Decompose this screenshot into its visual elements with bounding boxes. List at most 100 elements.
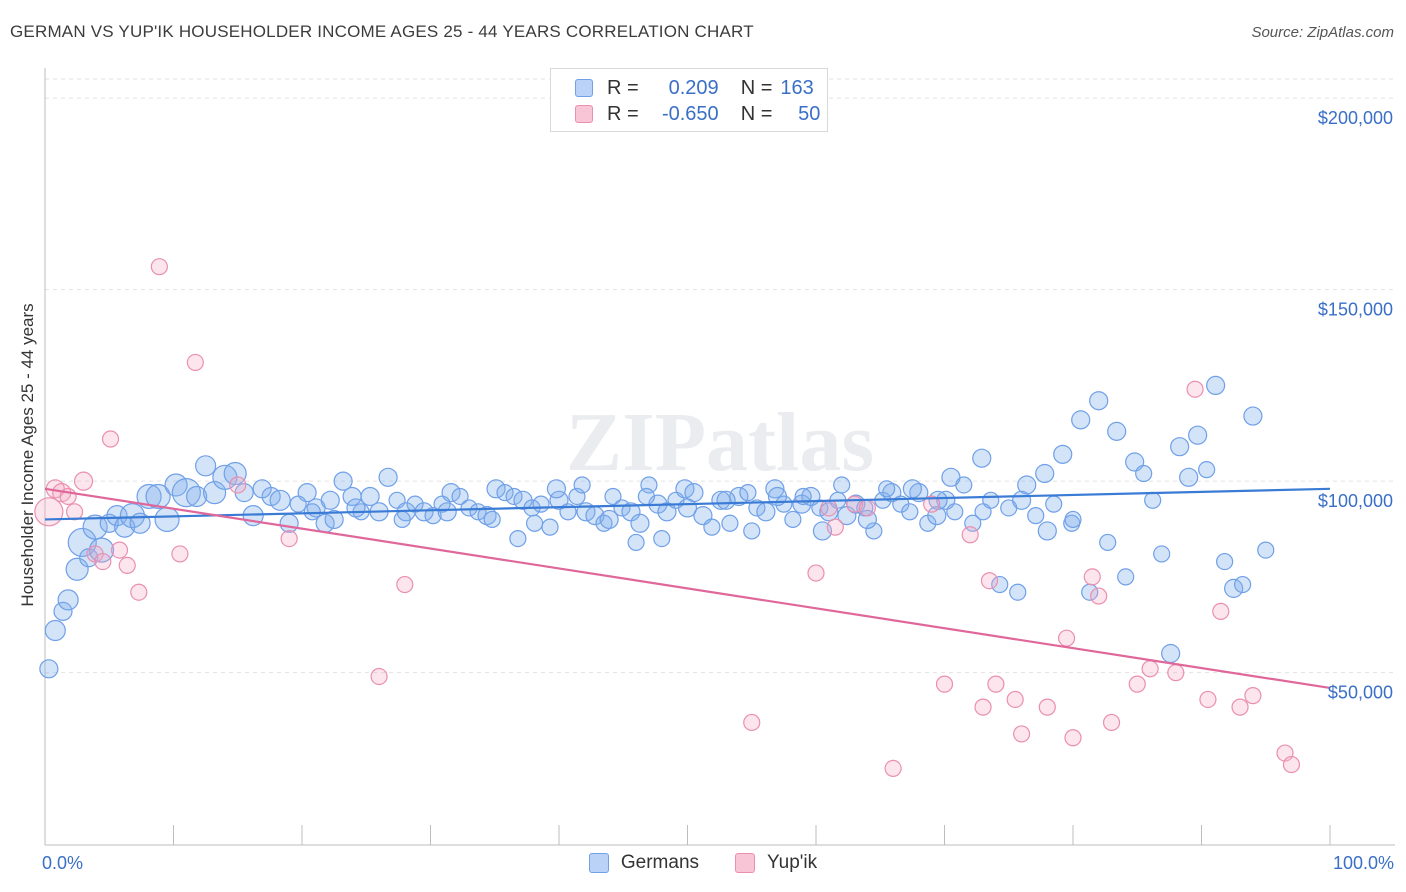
legend-n-value-yupik: 50 — [798, 102, 821, 125]
yupik-point — [884, 759, 902, 778]
germans-point — [716, 490, 736, 510]
legend-swatch-yupik — [575, 105, 593, 123]
chart-source: Source: ZipAtlas.com — [1251, 24, 1394, 41]
germans-point — [451, 487, 469, 506]
germans-point — [320, 490, 340, 510]
germans-point — [1243, 406, 1263, 426]
germans-point — [1053, 444, 1073, 464]
germans-series — [39, 375, 1275, 679]
germans-point — [743, 522, 761, 540]
germans-point — [1234, 575, 1252, 594]
germans-point — [972, 448, 992, 468]
axes — [44, 68, 1395, 846]
yupik-point — [1186, 380, 1204, 398]
germans-point — [927, 506, 947, 526]
yupik-point — [820, 499, 838, 517]
yupik-point — [370, 667, 388, 686]
bottom-legend-swatch-yupik — [735, 853, 756, 873]
germans-point — [223, 461, 247, 486]
germans-point — [532, 495, 550, 513]
trend-lines — [44, 487, 1331, 690]
yupik-point — [1057, 629, 1076, 647]
x-tick-max: 100.0% — [1332, 853, 1394, 873]
yupik-point — [743, 713, 761, 732]
germans-point — [269, 489, 291, 511]
germans-point — [775, 495, 793, 513]
germans-point — [346, 498, 366, 518]
yupik-point — [1128, 675, 1146, 693]
germans-point — [279, 513, 299, 533]
legend-row-yupik: R = -0.650 N = 50 — [575, 101, 820, 127]
germans-point — [1257, 541, 1275, 559]
yupik-point — [1102, 713, 1121, 732]
yupik-point — [807, 564, 825, 582]
yupik-point — [118, 556, 136, 575]
yupik-point — [961, 526, 979, 544]
germans-point — [1206, 375, 1226, 395]
bottom-legend-germans[interactable]: Germans — [588, 852, 699, 874]
germans-point — [1153, 545, 1171, 563]
germans-point — [599, 509, 619, 530]
yupik-point — [150, 258, 168, 276]
yupik-point — [980, 572, 999, 590]
germans-point — [1188, 425, 1208, 445]
germans-point — [1045, 495, 1063, 513]
yupik-point — [1006, 690, 1024, 709]
legend-n-label: N = — [740, 102, 773, 125]
germans-point — [203, 481, 227, 505]
germans-point — [765, 479, 785, 499]
germans-point — [1011, 490, 1032, 510]
germans-point — [483, 510, 501, 529]
grid-lines — [45, 78, 1395, 674]
yupik-point — [826, 518, 844, 536]
yupik-point — [935, 675, 954, 693]
yupik-point — [229, 476, 247, 494]
germans-point — [1009, 583, 1027, 601]
yupik-point — [396, 575, 414, 594]
germans-point — [974, 503, 992, 521]
y-tick-labels: $50,000 $100,000 $150,000 $200,000 — [1318, 108, 1393, 703]
germans-point — [756, 502, 776, 522]
bottom-legend-yupik[interactable]: Yup'ik — [735, 852, 817, 874]
germans-point — [460, 499, 478, 517]
yupik-point — [1012, 725, 1031, 743]
germans-point — [721, 514, 739, 532]
germans-point — [145, 483, 171, 510]
germans-point — [186, 485, 208, 508]
germans-trend-line — [44, 487, 1331, 521]
yupik-point — [1083, 568, 1101, 586]
germans-point — [1071, 410, 1091, 430]
germans-point — [1017, 475, 1037, 495]
germans-point — [739, 484, 757, 502]
yupik-point — [1064, 729, 1082, 747]
germans-point — [154, 506, 180, 533]
germans-point — [677, 498, 698, 518]
yupik-point — [130, 583, 148, 601]
germans-point — [324, 509, 344, 530]
watermark: ZIPatlas — [566, 396, 874, 489]
germans-point — [136, 483, 162, 510]
yupik-trend-line — [44, 487, 1331, 690]
germans-point — [901, 503, 919, 521]
germans-point — [627, 533, 645, 552]
legend-r-value-germans: 0.209 — [668, 76, 719, 99]
yupik-point — [186, 353, 204, 372]
germans-point — [486, 479, 506, 499]
germans-point — [1170, 437, 1190, 457]
yupik-point — [1199, 690, 1217, 709]
germans-point — [1089, 391, 1109, 411]
germans-point — [424, 507, 442, 525]
germans-point — [441, 483, 461, 503]
y-axis-label: Householder Income Ages 25 - 44 years — [18, 303, 37, 607]
germans-point — [1037, 521, 1057, 541]
yupik-point — [1212, 602, 1230, 620]
y-tick-label: $100,000 — [1318, 491, 1393, 511]
yupik-point — [101, 430, 120, 448]
germans-point — [1107, 421, 1127, 441]
germans-point — [991, 575, 1009, 594]
germans-point — [333, 471, 353, 491]
yupik-point — [1282, 755, 1301, 774]
germans-point — [496, 484, 514, 502]
yupik-point — [1038, 698, 1056, 716]
